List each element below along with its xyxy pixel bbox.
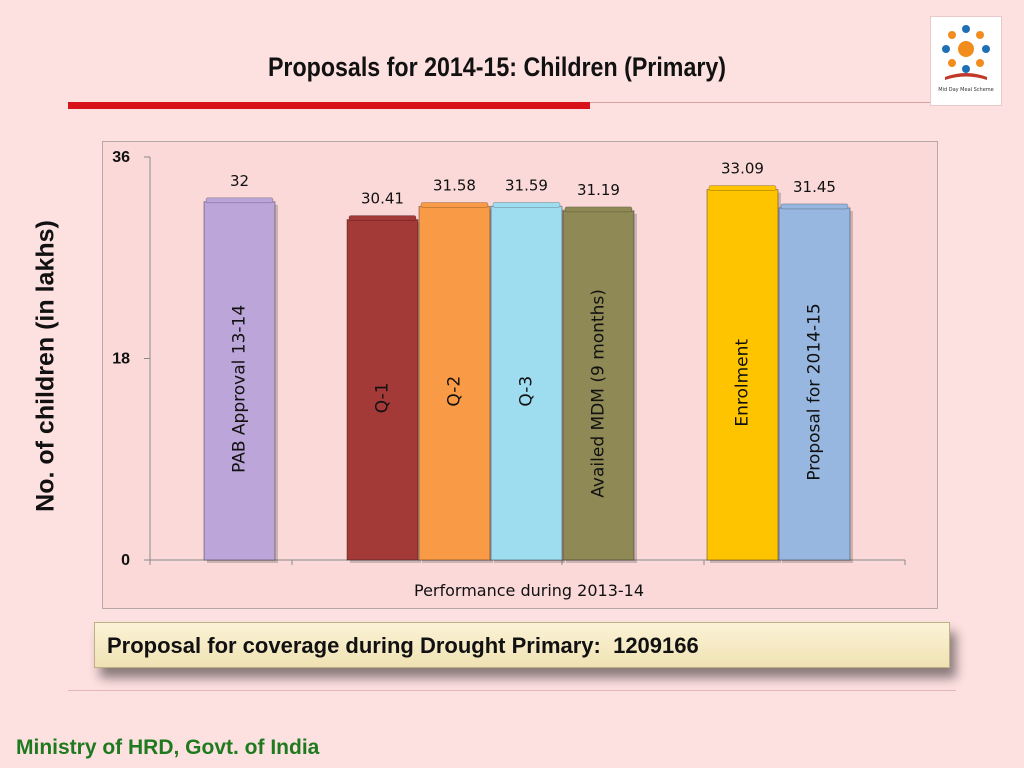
data-label: 31.19 [577,181,620,199]
bar-cap [780,203,849,210]
bar [562,210,635,561]
title-underline [68,102,590,109]
data-label: 30.41 [361,190,404,208]
bar-cap [205,197,274,204]
bar-chart: 0 18 36 32 PAB Approval 13-14 30.41 Q-1 31.58 Q-… [112,149,906,600]
drought-coverage-callout: Proposal for coverage during Drought Pri… [94,622,950,668]
category-label: Proposal for 2014-15 [805,303,825,480]
category-label: PAB Approval 13-14 [230,305,250,473]
bar-cap [420,202,489,208]
chart-frame: 0 18 36 32 PAB Approval 13-14 30.41 Q-1 31.58 Q-… [102,141,938,609]
data-label: 31.58 [433,176,476,194]
category-label: Availed MDM (9 months) [589,289,609,498]
bar-cap [708,185,777,191]
data-label: 31.45 [793,178,836,196]
category-label: Q-3 [517,376,537,407]
bar [778,207,851,561]
y-axis-title: No. of children (in lakhs) [31,220,60,512]
category-label: Q-1 [373,382,393,413]
bar-cap [564,206,633,213]
y-tick-label: 18 [112,351,130,368]
data-label: 32 [230,172,249,190]
title-rule-thin [590,102,932,103]
bar [203,201,276,561]
category-label: Q-2 [445,376,465,407]
bar [706,189,779,561]
logo-caption: Mid Day Meal Scheme [938,87,994,93]
logo-emblem-icon [942,25,990,80]
bar [346,219,419,561]
slide-title: Proposals for 2014-15: Children (Primary… [267,52,727,82]
data-label: 33.09 [721,160,764,178]
x-axis-title: Performance during 2013-14 [414,581,644,600]
data-label: 31.59 [505,176,548,194]
y-tick-label: 36 [112,149,130,166]
footer-divider [68,690,956,691]
callout-text: Proposal for coverage during Drought Pri… [107,633,699,658]
y-tick-label: 0 [121,552,130,569]
category-label: Enrolment [733,339,753,427]
mid-day-meal-logo: Mid Day Meal Scheme [930,16,1002,106]
bar [418,205,491,561]
bar-cap [492,201,561,208]
bar-cap [348,215,417,221]
footer-ministry: Ministry of HRD, Govt. of India [16,736,320,759]
